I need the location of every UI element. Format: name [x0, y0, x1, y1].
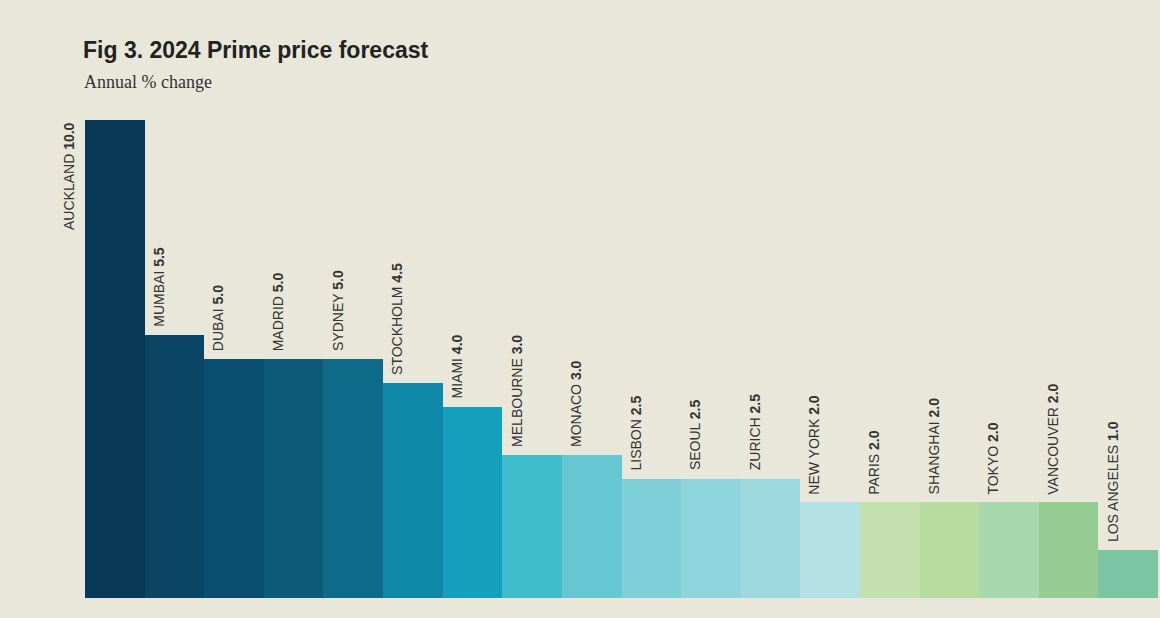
- svg-text:TOKYO 2.0: TOKYO 2.0: [985, 422, 1001, 494]
- svg-text:MADRID 5.0: MADRID 5.0: [270, 273, 286, 352]
- svg-text:MELBOURNE 3.0: MELBOURNE 3.0: [509, 335, 525, 447]
- svg-text:VANCOUVER 2.0: VANCOUVER 2.0: [1045, 383, 1061, 494]
- svg-text:LISBON 2.5: LISBON 2.5: [628, 396, 644, 471]
- svg-text:NEW YORK 2.0: NEW YORK 2.0: [806, 395, 822, 495]
- svg-text:STOCKHOLM 4.5: STOCKHOLM 4.5: [389, 263, 405, 375]
- svg-text:SHANGHAI 2.0: SHANGHAI 2.0: [926, 398, 942, 495]
- svg-text:AUCKLAND 10.0: AUCKLAND 10.0: [61, 122, 77, 230]
- svg-text:MUMBAI 5.5: MUMBAI 5.5: [151, 247, 167, 327]
- svg-text:SYDNEY 5.0: SYDNEY 5.0: [330, 270, 346, 351]
- svg-text:Fig 3. 2024 Prime price foreca: Fig 3. 2024 Prime price forecast: [83, 37, 429, 63]
- svg-text:ZURICH 2.5: ZURICH 2.5: [747, 394, 763, 470]
- svg-text:PARIS 2.0: PARIS 2.0: [866, 430, 882, 495]
- svg-text:MONACO 3.0: MONACO 3.0: [568, 360, 584, 447]
- svg-text:MIAMI 4.0: MIAMI 4.0: [449, 334, 465, 398]
- svg-text:LOS ANGELES 1.0: LOS ANGELES 1.0: [1105, 421, 1121, 542]
- svg-text:SEOUL 2.5: SEOUL 2.5: [687, 400, 703, 471]
- svg-text:Annual % change: Annual % change: [84, 72, 212, 92]
- svg-text:DUBAI 5.0: DUBAI 5.0: [210, 285, 226, 351]
